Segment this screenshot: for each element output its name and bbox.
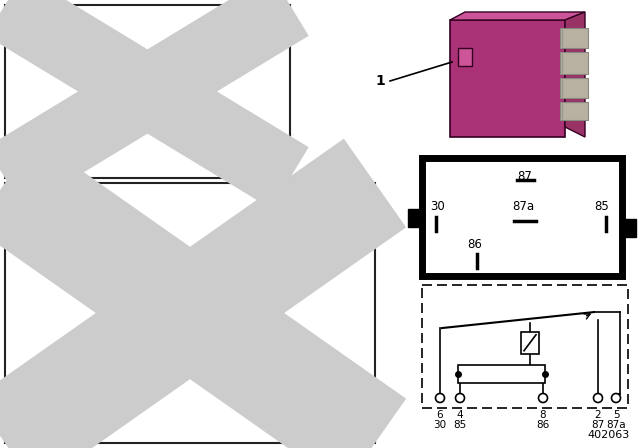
Bar	[422, 158, 622, 276]
Text: 87a: 87a	[512, 200, 534, 213]
Bar	[560, 102, 588, 120]
Bar	[560, 78, 588, 98]
Text: 6: 6	[436, 410, 444, 420]
Bar	[450, 20, 565, 137]
Text: 30: 30	[433, 420, 447, 430]
Text: 85: 85	[453, 420, 467, 430]
Bar	[5, 5, 290, 178]
Polygon shape	[450, 12, 585, 20]
Circle shape	[538, 393, 547, 402]
Text: 85: 85	[594, 200, 609, 213]
Bar	[560, 52, 588, 74]
Circle shape	[611, 393, 621, 402]
Text: 8: 8	[540, 410, 547, 420]
Text: 402063: 402063	[588, 430, 630, 440]
Text: 86: 86	[536, 420, 550, 430]
Text: 87: 87	[517, 170, 532, 183]
Text: 5: 5	[612, 410, 620, 420]
Bar	[458, 48, 472, 66]
Text: 1: 1	[375, 74, 385, 88]
Bar	[408, 209, 422, 227]
Bar	[422, 285, 628, 408]
Bar	[5, 183, 375, 443]
Circle shape	[456, 393, 465, 402]
Circle shape	[593, 393, 602, 402]
Text: 87a: 87a	[606, 420, 626, 430]
Bar	[560, 28, 588, 48]
Text: 86: 86	[467, 238, 482, 251]
Bar	[622, 219, 636, 237]
Bar	[458, 365, 545, 383]
Circle shape	[435, 393, 445, 402]
Text: 30: 30	[430, 200, 445, 213]
Text: 2: 2	[595, 410, 602, 420]
Text: 4: 4	[457, 410, 463, 420]
Bar	[521, 332, 539, 354]
Polygon shape	[565, 12, 585, 137]
Text: 87: 87	[591, 420, 605, 430]
